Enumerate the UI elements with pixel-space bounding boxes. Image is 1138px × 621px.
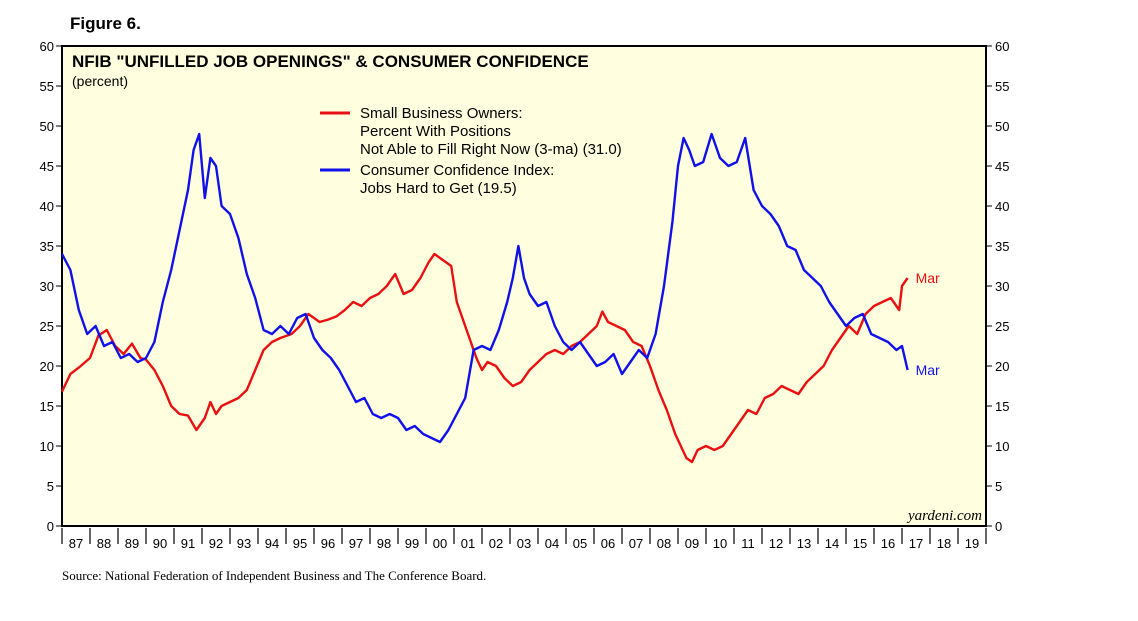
- chart-subtitle: (percent): [72, 73, 128, 89]
- x-tick-label: 88: [97, 536, 111, 551]
- x-tick-label: 10: [713, 536, 727, 551]
- figure-label: Figure 6.: [70, 14, 141, 33]
- end-label-small-business: Mar: [916, 270, 940, 286]
- x-tick-label: 17: [909, 536, 923, 551]
- x-tick-label: 04: [545, 536, 559, 551]
- x-tick-label: 18: [937, 536, 951, 551]
- x-tick-label: 08: [657, 536, 671, 551]
- series-line-small-business: [60, 252, 909, 464]
- x-tick-label: 09: [685, 536, 699, 551]
- end-labels: Mar Mar: [916, 270, 940, 378]
- y-tick-label-right: 20: [995, 359, 1009, 374]
- legend-label-small-business-1: Small Business Owners:: [360, 105, 523, 122]
- legend-label-consumer-confidence-2: Jobs Hard to Get (19.5): [360, 180, 517, 197]
- x-tick-label: 01: [461, 536, 475, 551]
- x-tick-label: 97: [349, 536, 363, 551]
- x-tick-label: 12: [769, 536, 783, 551]
- chart-title: NFIB "UNFILLED JOB OPENINGS" & CONSUMER …: [72, 52, 589, 71]
- series-layer: [60, 132, 909, 464]
- y-tick-label-left: 45: [40, 159, 54, 174]
- y-tick-label-left: 50: [40, 119, 54, 134]
- x-tick-label: 11: [741, 536, 755, 551]
- y-tick-label-left: 0: [47, 519, 54, 534]
- y-tick-label-left: 10: [40, 439, 54, 454]
- x-tick-label: 05: [573, 536, 587, 551]
- x-tick-label: 06: [601, 536, 615, 551]
- x-tick-label: 07: [629, 536, 643, 551]
- x-tick-label: 99: [405, 536, 419, 551]
- legend-label-small-business-2: Percent With Positions: [360, 123, 511, 140]
- plot-area: [61, 45, 987, 527]
- y-tick-label-left: 35: [40, 239, 54, 254]
- x-tick-label: 96: [321, 536, 335, 551]
- watermark: yardeni.com: [906, 508, 982, 524]
- x-tick-label: 16: [881, 536, 895, 551]
- x-tick-label: 91: [181, 536, 195, 551]
- x-tick-label: 98: [377, 536, 391, 551]
- x-tick-label: 87: [69, 536, 83, 551]
- y-tick-label-left: 30: [40, 279, 54, 294]
- x-tick-label: 13: [797, 536, 811, 551]
- y-tick-label-right: 15: [995, 399, 1009, 414]
- series-line-consumer-confidence: [60, 132, 909, 444]
- y-axis-left: 0 5 10 15 20 25 30 35 40 45 50 55 60: [40, 39, 62, 534]
- y-tick-label-left: 25: [40, 319, 54, 334]
- y-tick-label-right: 50: [995, 119, 1009, 134]
- y-tick-label-left: 20: [40, 359, 54, 374]
- y-tick-label-right: 40: [995, 199, 1009, 214]
- y-tick-label-right: 35: [995, 239, 1009, 254]
- x-tick-label: 90: [153, 536, 167, 551]
- y-tick-label-right: 60: [995, 39, 1009, 54]
- x-tick-label: 02: [489, 536, 503, 551]
- x-tick-label: 89: [125, 536, 139, 551]
- y-tick-label-right: 0: [995, 519, 1002, 534]
- x-tick-label: 93: [237, 536, 251, 551]
- x-tick-label: 15: [853, 536, 867, 551]
- y-tick-label-left: 15: [40, 399, 54, 414]
- y-tick-label-right: 55: [995, 79, 1009, 94]
- y-tick-label-left: 60: [40, 39, 54, 54]
- x-tick-label: 95: [293, 536, 307, 551]
- y-tick-label-right: 45: [995, 159, 1009, 174]
- end-label-consumer-confidence: Mar: [916, 362, 940, 378]
- x-tick-label: 19: [965, 536, 979, 551]
- x-tick-label: 92: [209, 536, 223, 551]
- y-tick-label-right: 25: [995, 319, 1009, 334]
- y-axis-right: 0 5 10 15 20 25 30 35 40 45 50 55 60: [986, 39, 1009, 534]
- legend: Small Business Owners: Percent With Posi…: [320, 105, 622, 197]
- x-tick-label: 94: [265, 536, 279, 551]
- y-tick-label-left: 55: [40, 79, 54, 94]
- y-tick-label-left: 5: [47, 479, 54, 494]
- y-tick-label-left: 40: [40, 199, 54, 214]
- x-axis: 87 88 89 90 91 92 93 94 95 96 97 98 99 00 01 02 03 04 05 06…: [61, 528, 987, 551]
- x-tick-label: 14: [825, 536, 839, 551]
- x-tick-label: 03: [517, 536, 531, 551]
- legend-label-consumer-confidence-1: Consumer Confidence Index:: [360, 162, 554, 179]
- y-tick-label-right: 5: [995, 479, 1002, 494]
- x-tick-label: 00: [433, 536, 447, 551]
- legend-label-small-business-3: Not Able to Fill Right Now (3-ma) (31.0): [360, 141, 622, 158]
- y-tick-label-right: 10: [995, 439, 1009, 454]
- y-tick-label-right: 30: [995, 279, 1009, 294]
- source-note: Source: National Federation of Independe…: [62, 568, 487, 583]
